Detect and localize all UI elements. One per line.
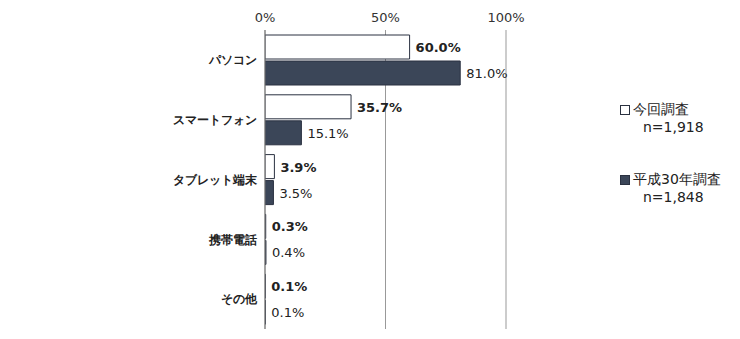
svg-text:その他: その他 xyxy=(221,292,258,306)
svg-text:タブレット端末: タブレット端末 xyxy=(173,173,258,187)
html-text:今回調査: 今回調査 xyxy=(633,100,689,117)
svg-text:15.1%: 15.1% xyxy=(307,126,348,141)
svg-text:スマートフォン: スマートフォン xyxy=(173,113,257,127)
html-text:平成30年調査: 平成30年調査 xyxy=(633,170,721,187)
svg-text:81.0%: 81.0% xyxy=(466,66,507,81)
svg-text:50%: 50% xyxy=(371,10,400,25)
svg-text:携帯電話: 携帯電話 xyxy=(208,233,257,247)
svg-text:3.5%: 3.5% xyxy=(279,186,312,201)
svg-text:0.4%: 0.4% xyxy=(272,245,305,260)
html-text:n=1,918: n=1,918 xyxy=(643,118,704,135)
svg-text:100%: 100% xyxy=(487,10,524,25)
svg-text:35.7%: 35.7% xyxy=(357,100,402,115)
html-text:n=1,848: n=1,848 xyxy=(643,188,704,205)
svg-text:3.9%: 3.9% xyxy=(280,160,316,175)
svg-text:0.3%: 0.3% xyxy=(272,219,308,234)
svg-text:0%: 0% xyxy=(255,10,276,25)
svg-text:0.1%: 0.1% xyxy=(271,305,304,320)
svg-text:0.1%: 0.1% xyxy=(271,279,307,294)
svg-text:60.0%: 60.0% xyxy=(416,40,461,55)
svg-text:パソコン: パソコン xyxy=(208,53,257,67)
